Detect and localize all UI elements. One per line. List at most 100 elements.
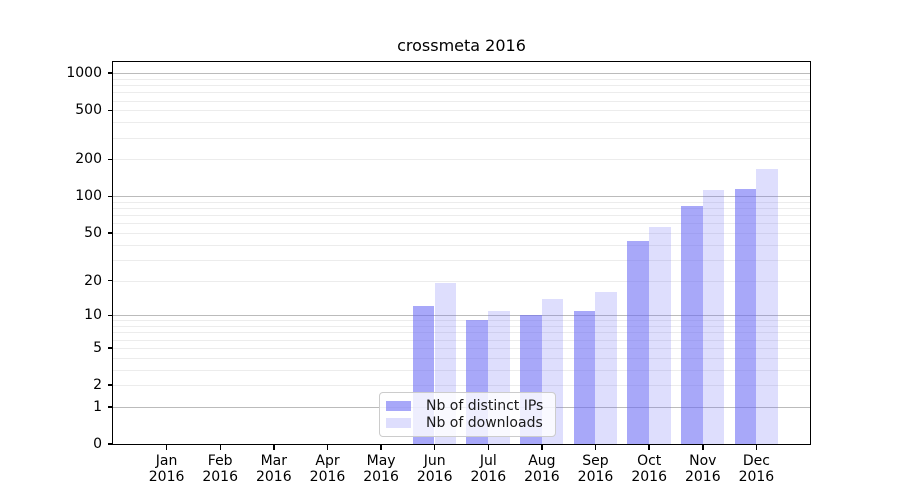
y-tick-mark — [108, 314, 113, 316]
y-tick-mark — [108, 279, 113, 282]
x-tick-label-jun: Jun 2016 — [395, 453, 475, 485]
x-tick-month: Apr — [315, 453, 340, 469]
gridline-minor — [113, 78, 810, 80]
x-tick-month: Jun — [423, 453, 446, 469]
x-tick-month: May — [366, 453, 396, 469]
x-tick-year: 2016 — [202, 469, 238, 485]
x-tick-year: 2016 — [524, 469, 560, 485]
x-tick-label-dec: Dec 2016 — [716, 453, 796, 485]
gridline-minor — [113, 208, 810, 210]
legend-swatch-downloads — [386, 418, 411, 428]
gridline-minor — [113, 347, 810, 349]
x-tick-mark — [755, 444, 758, 450]
x-tick-label-may: May 2016 — [341, 453, 421, 485]
y-tick-label: 2 — [93, 377, 102, 393]
gridline-major — [113, 73, 810, 75]
gridline-minor — [113, 100, 810, 102]
x-tick-month: Jul — [479, 453, 497, 469]
gridline-minor — [113, 280, 810, 282]
x-tick-label-oct: Oct 2016 — [609, 453, 689, 485]
y-tick-mark — [108, 158, 113, 161]
gridline-minor — [113, 122, 810, 124]
x-tick-year: 2016 — [684, 469, 721, 485]
x-tick-label-aug: Aug 2016 — [502, 453, 582, 485]
gridline-minor — [113, 332, 810, 334]
x-tick-month: Dec — [742, 453, 770, 469]
x-tick-mark — [541, 444, 543, 450]
gridline-minor — [113, 385, 810, 386]
y-tick-label: 5 — [93, 339, 102, 356]
x-tick-year: 2016 — [148, 469, 185, 485]
x-tick-month: Nov — [689, 453, 717, 469]
x-tick-year: 2016 — [577, 469, 614, 485]
x-tick-year: 2016 — [309, 469, 346, 485]
y-tick-label: 500 — [75, 102, 102, 119]
y-tick-mark — [108, 406, 113, 408]
legend-item-downloads: Nb of downloads — [386, 415, 543, 431]
x-tick-mark — [219, 444, 221, 450]
chart-title: crossmeta 2016 — [397, 36, 526, 55]
gridline-minor — [113, 223, 810, 225]
bar-distinct-ips — [627, 240, 649, 444]
gridline-minor — [113, 110, 810, 112]
x-tick-month: Aug — [528, 453, 556, 469]
y-tick-label: 100 — [75, 188, 102, 205]
x-tick-mark — [702, 444, 704, 450]
bar-distinct-ips — [734, 188, 757, 444]
gridline-minor — [113, 326, 810, 328]
gridline-major — [113, 196, 810, 198]
gridline-minor — [113, 159, 810, 161]
gridline-minor — [113, 201, 810, 203]
bar-downloads — [649, 227, 671, 444]
x-tick-month: Feb — [207, 453, 233, 469]
plot-area — [112, 61, 811, 445]
legend-swatch-distinct-ips — [386, 401, 411, 411]
y-tick-mark — [108, 232, 113, 234]
x-tick-mark — [326, 444, 329, 450]
y-tick-mark — [108, 109, 113, 112]
x-tick-year: 2016 — [738, 469, 775, 485]
x-tick-year: 2016 — [363, 469, 399, 485]
x-tick-month: Mar — [260, 453, 287, 469]
x-tick-label-sep: Sep 2016 — [556, 453, 636, 485]
y-tick-mark — [108, 195, 113, 197]
y-tick-label: 0 — [93, 436, 102, 452]
x-tick-year: 2016 — [470, 469, 507, 485]
bar-downloads — [595, 291, 617, 444]
x-tick-label-mar: Mar 2016 — [234, 453, 314, 485]
x-tick-label-feb: Feb 2016 — [180, 453, 260, 485]
legend: Nb of distinct IPs Nb of downloads — [379, 392, 557, 437]
y-tick-label: 200 — [75, 151, 102, 168]
y-tick-mark — [108, 72, 113, 74]
legend-label-distinct-ips: Nb of distinct IPs — [426, 398, 544, 414]
gridline-minor — [113, 232, 810, 234]
y-tick-mark — [108, 443, 113, 445]
x-tick-mark — [594, 444, 597, 450]
gridline-minor — [113, 215, 810, 217]
x-tick-year: 2016 — [631, 469, 667, 485]
y-tick-label: 20 — [84, 272, 102, 289]
gridline-minor — [113, 339, 810, 341]
y-tick-mark — [108, 384, 113, 386]
x-tick-label-nov: Nov 2016 — [663, 453, 743, 485]
x-tick-mark — [380, 444, 382, 450]
gridline-minor — [113, 357, 810, 359]
x-tick-month: Oct — [637, 453, 662, 469]
gridline-minor — [113, 369, 810, 371]
gridline-minor — [113, 85, 810, 87]
x-tick-mark — [165, 444, 168, 450]
y-tick-label: 1000 — [66, 65, 102, 82]
bar-downloads — [702, 190, 725, 444]
gridline-major — [113, 315, 810, 317]
bar-downloads — [756, 169, 778, 444]
y-tick-label: 1 — [93, 398, 102, 415]
x-tick-label-apr: Apr 2016 — [288, 453, 368, 485]
bar-distinct-ips — [680, 205, 703, 444]
gridline-minor — [113, 244, 810, 246]
gridline-minor — [113, 259, 810, 261]
x-tick-year: 2016 — [416, 469, 453, 485]
gridline-minor — [113, 320, 810, 322]
x-tick-mark — [433, 444, 436, 450]
gridline-minor — [113, 137, 810, 139]
